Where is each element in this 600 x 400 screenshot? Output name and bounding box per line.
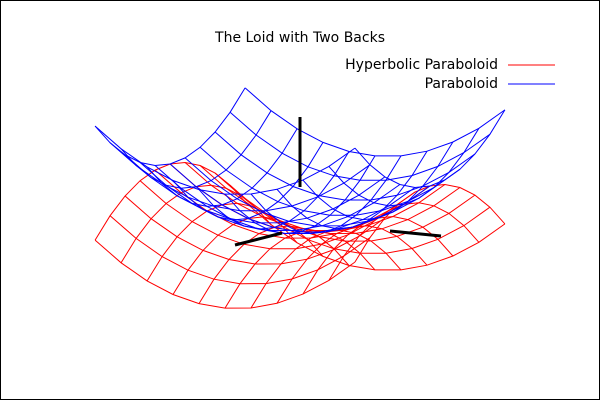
mesh-line [354,109,506,189]
legend: Hyperbolic Paraboloid Paraboloid [345,57,555,92]
mesh-line [276,150,428,230]
mesh-line [146,128,298,207]
mesh-line [250,155,402,235]
mesh-line [198,151,350,230]
mesh-line [224,155,376,235]
mesh-line [94,87,246,167]
surfaces [94,87,506,309]
mesh-line [120,110,272,189]
chart-title: The Loid with Two Backs [214,30,385,46]
y-axis [389,229,442,238]
mesh-line [302,141,454,221]
x-axis [234,231,283,247]
legend-label: Hyperbolic Paraboloid [345,57,498,73]
mesh-line [328,128,480,207]
mesh-line [172,142,324,221]
legend-label: Paraboloid [425,76,498,92]
